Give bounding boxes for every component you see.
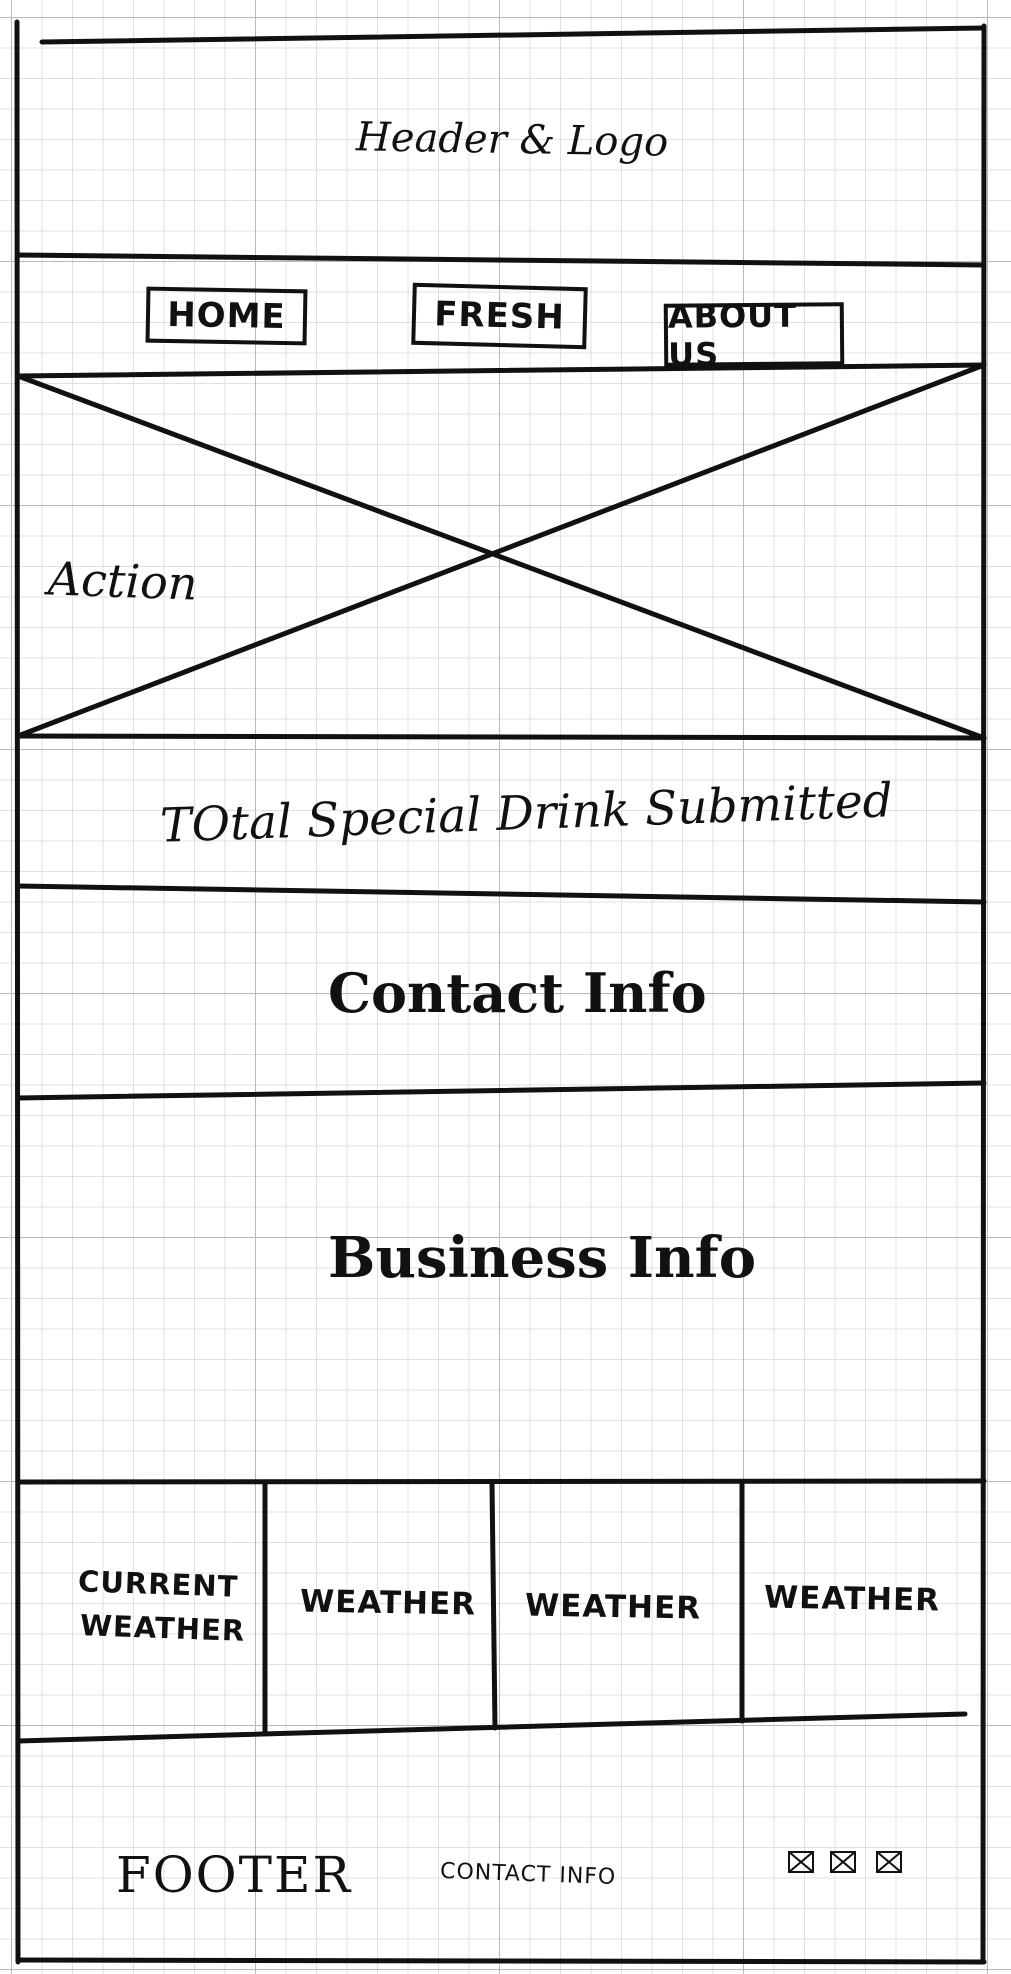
header-divider: [15, 252, 987, 268]
frame-top: [39, 25, 987, 45]
current-weather-line1: CURRENT: [77, 1564, 239, 1604]
frame-bottom: [15, 1957, 987, 1965]
weather-cell-3-label: WEATHER: [524, 1587, 702, 1627]
footer-contact-label: CONTACT INFO: [439, 1858, 617, 1891]
business-info-label: Business Info: [328, 1225, 757, 1291]
contact-info-label: Contact Info: [328, 961, 707, 1025]
header-logo-label: Header & Logo: [355, 114, 669, 166]
footer-image-placeholder-icon-2[interactable]: [830, 1851, 856, 1873]
hero-action-label: Action: [47, 551, 199, 611]
hero-top: [15, 362, 987, 379]
weather-cell-4-label: WEATHER: [763, 1579, 941, 1619]
footer-label: FOOTER: [116, 1846, 353, 1904]
nav-about-label: ABOUT US: [667, 296, 798, 374]
nav-fresh-label: FRESH: [433, 294, 566, 338]
weather-top: [15, 1478, 987, 1485]
hero-cross-b: [15, 362, 987, 739]
weather-bottom: [15, 1711, 968, 1744]
nav-about-button[interactable]: ABOUT US: [663, 296, 845, 373]
weather-cell-2-label: WEATHER: [299, 1583, 477, 1623]
nav-fresh-button[interactable]: FRESH: [411, 282, 588, 350]
frame-left: [14, 19, 21, 1965]
nav-home-button[interactable]: HOME: [145, 286, 308, 346]
nav-home-label: HOME: [166, 294, 287, 338]
stats-divider: [15, 883, 987, 905]
footer-image-placeholder-icon-3[interactable]: [876, 1851, 902, 1873]
hero-cross-a: [15, 373, 987, 741]
weather-divider-2: [489, 1480, 498, 1731]
current-weather-line2: WEATHER: [79, 1608, 246, 1648]
frame-right: [980, 23, 987, 1965]
footer-image-placeholder-icon-1[interactable]: [788, 1851, 814, 1873]
contact-divider: [15, 1080, 987, 1101]
hero-bottom: [15, 733, 987, 741]
